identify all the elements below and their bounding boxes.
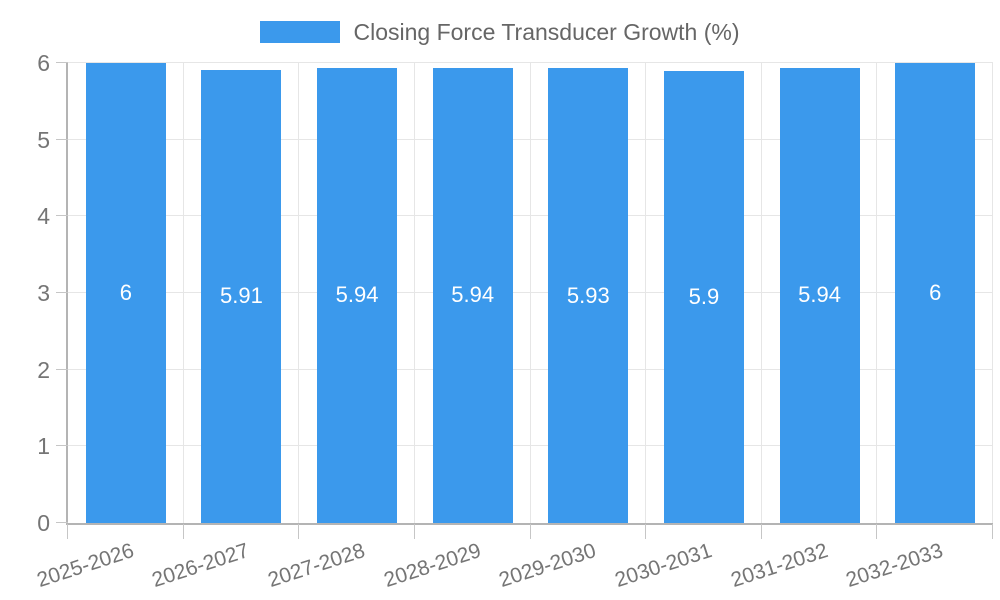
bar[interactable]: 5.94 xyxy=(317,67,398,523)
y-tick-mark xyxy=(56,368,68,370)
bar-value-label: 5.94 xyxy=(451,282,495,308)
gridline-horizontal xyxy=(68,368,993,370)
legend-label: Closing Force Transducer Growth (%) xyxy=(353,18,740,45)
bar-value-label: 6 xyxy=(929,280,942,305)
bar[interactable]: 6 xyxy=(895,63,976,523)
gridline-horizontal xyxy=(68,445,993,447)
gridline-vertical xyxy=(876,63,878,523)
x-tick-mark xyxy=(645,524,647,539)
x-tick-mark xyxy=(992,524,993,539)
y-tick-label: 3 xyxy=(37,280,50,306)
x-tick-mark xyxy=(876,524,878,539)
bar-value-label: 5.94 xyxy=(335,282,379,308)
gridline-vertical xyxy=(760,63,762,523)
bar[interactable]: 5.91 xyxy=(201,69,282,523)
x-tick-mark xyxy=(760,524,762,539)
y-tick-mark xyxy=(56,292,68,293)
gridline-horizontal xyxy=(68,138,993,140)
bar[interactable]: 5.94 xyxy=(432,67,513,523)
y-tick-label: 4 xyxy=(37,203,50,230)
y-axis-line xyxy=(66,63,68,523)
legend-swatch-icon xyxy=(260,21,341,43)
y-tick-mark xyxy=(56,62,68,63)
y-tick-mark xyxy=(56,138,68,140)
y-tick-label: 6 xyxy=(37,50,50,76)
bar[interactable]: 5.9 xyxy=(663,70,744,523)
y-tick-label: 5 xyxy=(37,126,50,153)
y-tick-mark xyxy=(56,215,68,217)
x-tick-mark xyxy=(67,524,68,539)
y-tick-label: 2 xyxy=(37,356,50,383)
x-tick-mark xyxy=(182,524,184,539)
gridline-vertical xyxy=(298,63,300,523)
gridline-vertical xyxy=(529,63,531,523)
bar[interactable]: 5.93 xyxy=(548,68,629,523)
gridline-horizontal xyxy=(68,292,993,293)
bar[interactable]: 6 xyxy=(85,63,166,523)
legend[interactable]: Closing Force Transducer Growth (%) xyxy=(0,18,1000,46)
gridline-horizontal xyxy=(68,62,993,63)
y-tick-label: 1 xyxy=(37,433,50,460)
bar-value-label: 6 xyxy=(119,280,132,305)
bar[interactable]: 5.94 xyxy=(779,67,860,523)
bar-value-label: 5.93 xyxy=(566,282,610,308)
bar-value-label: 5.94 xyxy=(798,282,841,308)
x-tick-mark xyxy=(413,524,415,539)
x-tick-mark xyxy=(529,524,531,539)
gridline-vertical xyxy=(413,63,415,523)
gridline-vertical xyxy=(645,63,647,523)
gridline-vertical xyxy=(992,63,993,523)
x-tick-mark xyxy=(298,524,300,539)
bar-value-label: 5.91 xyxy=(220,283,263,309)
gridline-vertical xyxy=(182,63,184,523)
bar-value-label: 5.9 xyxy=(688,283,720,309)
y-tick-mark xyxy=(56,445,68,447)
y-tick-mark xyxy=(56,522,68,523)
gridline-horizontal xyxy=(68,215,993,217)
y-tick-label: 0 xyxy=(37,510,50,536)
